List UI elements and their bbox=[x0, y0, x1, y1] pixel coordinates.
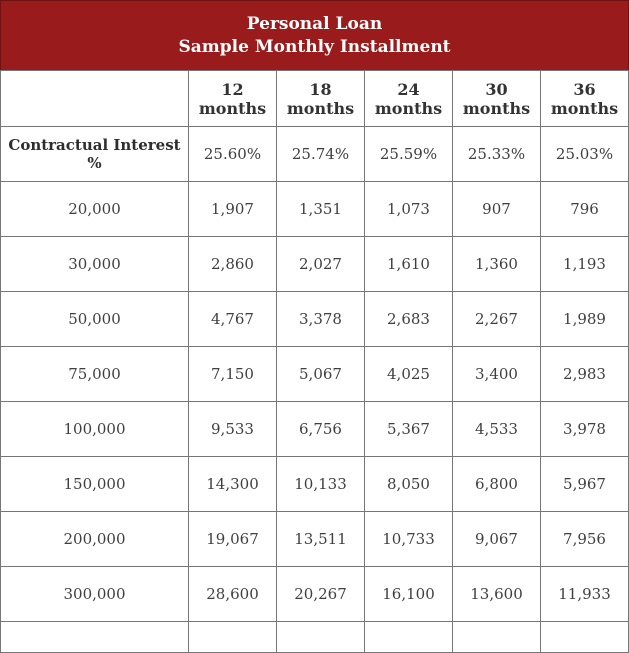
table-row: 75,000 7,150 5,067 4,025 3,400 2,983 bbox=[0, 346, 629, 402]
installment-value: 1,610 bbox=[364, 236, 453, 292]
installment-value: 3,378 bbox=[276, 291, 365, 347]
loan-amount: 50,000 bbox=[0, 291, 189, 347]
installment-value: 2,983 bbox=[539, 346, 629, 402]
interest-row: Contractual Interest % 25.60% 25.74% 25.… bbox=[0, 126, 629, 182]
installment-value: 10,733 bbox=[364, 511, 453, 567]
column-header-empty bbox=[0, 70, 189, 127]
interest-value: 25.33% bbox=[452, 126, 541, 182]
loan-amount: 100,000 bbox=[0, 401, 189, 457]
empty-cell bbox=[539, 621, 629, 653]
installment-value: 19,067 bbox=[188, 511, 277, 567]
installment-value: 2,860 bbox=[188, 236, 277, 292]
installment-value: 13,600 bbox=[452, 566, 541, 622]
table-row: 100,000 9,533 6,756 5,367 4,533 3,978 bbox=[0, 401, 629, 457]
empty-cell bbox=[364, 621, 453, 653]
installment-value: 5,967 bbox=[539, 456, 629, 512]
installment-value: 3,400 bbox=[452, 346, 541, 402]
table-row: 50,000 4,767 3,378 2,683 2,267 1,989 bbox=[0, 291, 629, 347]
installment-value: 7,150 bbox=[188, 346, 277, 402]
loan-amount: 150,000 bbox=[0, 456, 189, 512]
banner-row: Personal Loan Sample Monthly Installment bbox=[0, 0, 629, 71]
installment-value: 3,978 bbox=[539, 401, 629, 457]
installment-value: 1,360 bbox=[452, 236, 541, 292]
installment-value: 2,683 bbox=[364, 291, 453, 347]
empty-cell bbox=[188, 621, 277, 653]
installment-value: 6,756 bbox=[276, 401, 365, 457]
table-title: Personal Loan Sample Monthly Installment bbox=[0, 0, 629, 71]
installment-value: 6,800 bbox=[452, 456, 541, 512]
installment-value: 1,073 bbox=[364, 181, 453, 237]
installment-value: 7,956 bbox=[539, 511, 629, 567]
installment-value: 14,300 bbox=[188, 456, 277, 512]
installment-value: 5,367 bbox=[364, 401, 453, 457]
empty-cell bbox=[0, 621, 189, 653]
installment-value: 4,025 bbox=[364, 346, 453, 402]
installment-value: 1,351 bbox=[276, 181, 365, 237]
installment-value: 9,533 bbox=[188, 401, 277, 457]
table-row: 20,000 1,907 1,351 1,073 907 796 bbox=[0, 181, 629, 237]
column-header-18-months: 18 months bbox=[276, 70, 365, 127]
interest-value: 25.60% bbox=[188, 126, 277, 182]
table-title-line2: Sample Monthly Installment bbox=[178, 36, 451, 57]
table-row: 200,000 19,067 13,511 10,733 9,067 7,956 bbox=[0, 511, 629, 567]
interest-value: 25.59% bbox=[364, 126, 453, 182]
installment-value: 28,600 bbox=[188, 566, 277, 622]
empty-cell bbox=[452, 621, 541, 653]
installment-value: 8,050 bbox=[364, 456, 453, 512]
interest-row-label: Contractual Interest % bbox=[0, 126, 189, 182]
installment-value: 796 bbox=[539, 181, 629, 237]
installment-value: 5,067 bbox=[276, 346, 365, 402]
installment-value: 1,989 bbox=[539, 291, 629, 347]
loan-amount: 300,000 bbox=[0, 566, 189, 622]
table-row: 30,000 2,860 2,027 1,610 1,360 1,193 bbox=[0, 236, 629, 292]
table-row-partial bbox=[0, 621, 629, 653]
loan-amount: 75,000 bbox=[0, 346, 189, 402]
column-header-row: 12 months 18 months 24 months 30 months … bbox=[0, 70, 629, 127]
column-header-24-months: 24 months bbox=[364, 70, 453, 127]
installment-value: 2,027 bbox=[276, 236, 365, 292]
installment-value: 4,533 bbox=[452, 401, 541, 457]
installment-value: 2,267 bbox=[452, 291, 541, 347]
loan-amount: 200,000 bbox=[0, 511, 189, 567]
installment-value: 20,267 bbox=[276, 566, 365, 622]
installment-value: 907 bbox=[452, 181, 541, 237]
installment-value: 10,133 bbox=[276, 456, 365, 512]
loan-amount: 20,000 bbox=[0, 181, 189, 237]
table-title-line1: Personal Loan bbox=[246, 13, 383, 34]
table-row: 300,000 28,600 20,267 16,100 13,600 11,9… bbox=[0, 566, 629, 622]
loan-amount: 30,000 bbox=[0, 236, 189, 292]
interest-value: 25.03% bbox=[539, 126, 629, 182]
installment-value: 4,767 bbox=[188, 291, 277, 347]
table-row: 150,000 14,300 10,133 8,050 6,800 5,967 bbox=[0, 456, 629, 512]
column-header-12-months: 12 months bbox=[188, 70, 277, 127]
empty-cell bbox=[276, 621, 365, 653]
installment-value: 1,193 bbox=[539, 236, 629, 292]
interest-value: 25.74% bbox=[276, 126, 365, 182]
installment-value: 16,100 bbox=[364, 566, 453, 622]
installment-value: 13,511 bbox=[276, 511, 365, 567]
installment-value: 1,907 bbox=[188, 181, 277, 237]
installment-value: 11,933 bbox=[539, 566, 629, 622]
column-header-36-months: 36 months bbox=[539, 70, 629, 127]
column-header-30-months: 30 months bbox=[452, 70, 541, 127]
installment-value: 9,067 bbox=[452, 511, 541, 567]
